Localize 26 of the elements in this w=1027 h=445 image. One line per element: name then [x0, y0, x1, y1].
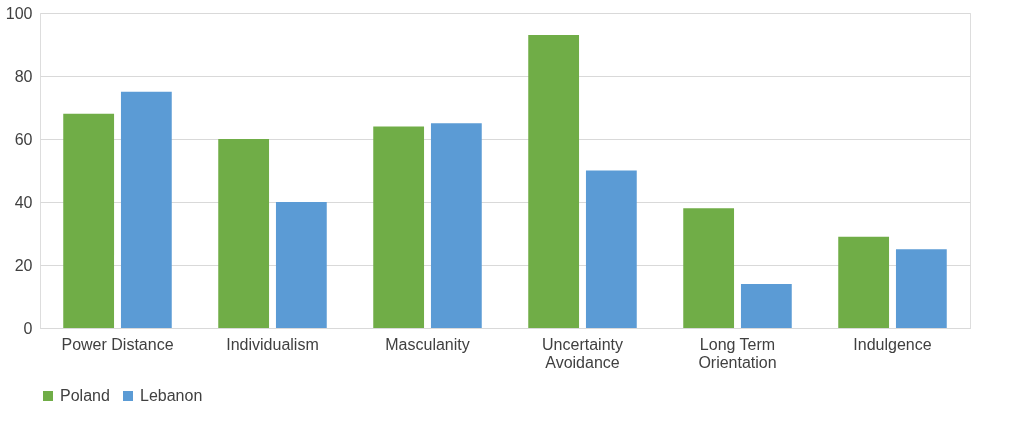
- bar: [120, 91, 172, 328]
- bar: [683, 208, 735, 328]
- bar: [895, 249, 947, 328]
- x-tick-label: Indulgence: [853, 335, 932, 353]
- x-tick-label: Long Term Orientation: [698, 335, 777, 371]
- y-tick-label: 20: [14, 256, 33, 274]
- x-tick-label: Uncertainty Avoidance: [542, 335, 623, 371]
- y-tick-label: 100: [5, 4, 33, 22]
- bar: [528, 35, 580, 328]
- y-tick-label: 0: [23, 319, 33, 337]
- y-tick-label: 40: [14, 193, 33, 211]
- bar: [373, 126, 425, 328]
- y-tick-label: 80: [14, 67, 33, 85]
- legend-label: Lebanon: [140, 387, 203, 404]
- x-tick-label: Masculanity: [385, 335, 470, 353]
- bar: [740, 283, 792, 328]
- x-tick-label: Individualism: [226, 335, 319, 353]
- bar: [218, 139, 270, 328]
- bar: [585, 170, 637, 328]
- x-tick-label: Power Distance: [61, 335, 174, 353]
- bar: [275, 202, 327, 328]
- y-tick-label: 60: [14, 130, 33, 148]
- legend-label: Poland: [60, 387, 110, 404]
- bar: [63, 113, 115, 328]
- bar: [430, 123, 482, 328]
- bar: [838, 236, 890, 328]
